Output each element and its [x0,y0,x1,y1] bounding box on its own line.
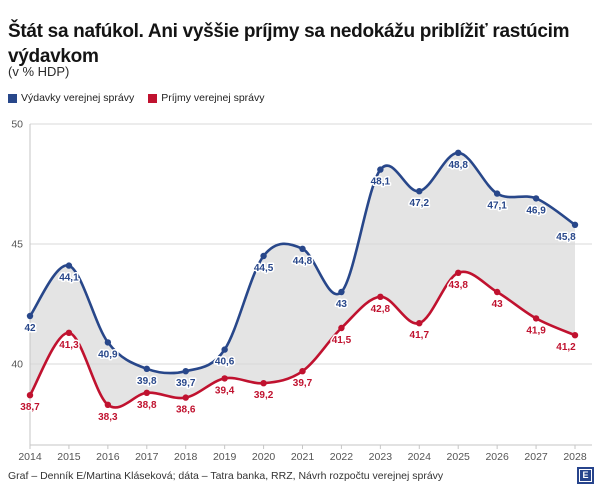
x-tick-label: 2028 [563,451,587,463]
data-point [377,166,384,173]
data-label: 39,7 [176,378,196,389]
data-label: 48,8 [448,160,468,171]
legend: Výdavky verejnej správy Príjmy verejnej … [8,92,265,104]
data-label: 41,9 [526,325,546,336]
legend-item-expenditure: Výdavky verejnej správy [8,92,134,104]
line-chart: 40 45 50 2014 2015 2016 2017 2018 2019 2020 2021 20… [11,119,592,463]
data-point [338,288,345,296]
data-point [532,195,540,202]
data-point [182,394,189,401]
x-tick-label: 2026 [485,451,509,463]
data-point [26,312,34,320]
x-tick-label: 2025 [447,451,471,463]
y-tick-label: 40 [11,359,23,371]
data-label: 47,1 [487,201,507,212]
data-point [104,339,112,346]
data-point [377,293,384,300]
x-tick-label: 2021 [291,451,315,463]
data-label: 44,8 [293,256,313,267]
data-label: 41,5 [332,335,352,346]
data-point [299,368,306,375]
data-point [571,221,579,228]
x-tick-label: 2017 [135,451,159,463]
data-label: 43 [336,299,348,310]
data-label: 39,7 [293,378,313,389]
data-point [455,269,462,276]
y-tick-label: 50 [11,119,23,131]
x-tick-label: 2018 [174,451,198,463]
chart-subtitle: (v % HDP) [8,64,70,79]
x-tick-label: 2027 [524,451,548,463]
data-point [416,188,423,195]
data-label: 41,3 [59,340,79,351]
logo-letter: E [579,469,592,482]
data-point [260,380,267,387]
income-swatch-icon [148,93,158,103]
data-point [26,392,34,399]
data-label: 41,7 [410,330,430,341]
x-tick-label: 2024 [408,451,432,463]
x-tick-label: 2019 [213,451,237,463]
x-tick-label: 2016 [96,451,120,463]
x-tick-label: 2015 [57,451,81,463]
data-point [299,245,306,252]
data-label: 44,5 [254,263,274,274]
x-tick-label: 2023 [369,451,393,463]
data-point [143,365,150,372]
data-label: 42,8 [371,304,391,315]
data-label: 39,4 [215,385,235,396]
data-label: 41,2 [556,342,576,353]
data-point [493,288,501,296]
dennik-e-logo-icon: E [577,467,594,484]
data-label: 43,8 [448,280,468,291]
data-point [65,329,73,336]
data-label: 45,8 [556,232,576,243]
data-label: 38,8 [137,400,157,411]
data-point [221,346,228,353]
data-point [571,332,579,339]
area-between-series [30,152,575,408]
data-label: 43 [492,299,504,310]
data-label: 38,7 [20,402,40,413]
chart-title: Štát sa nafúkol. Ani vyššie príjmy sa ne… [8,20,570,67]
data-point [338,324,345,332]
x-tick-label: 2014 [18,451,42,463]
source-credit: Graf – Denník E/Martina Kláseková; dáta … [8,469,444,482]
data-point [65,262,73,269]
data-point [493,190,501,197]
data-label: 44,1 [59,273,79,284]
data-point [532,315,540,322]
data-point [143,389,150,396]
data-label: 38,3 [98,412,118,423]
chart-area: 40 45 50 2014 2015 2016 2017 2018 2019 2020 2021 20… [0,108,600,468]
data-label: 39,8 [137,376,157,387]
data-point [416,320,423,327]
data-label: 40,6 [215,357,235,368]
data-point [182,368,189,375]
data-label: 38,6 [176,405,196,416]
expenditure-swatch-icon [8,93,17,103]
data-label: 40,9 [98,349,118,360]
legend-label-expenditure: Výdavky verejnej správy [21,92,135,104]
data-label: 48,1 [371,177,391,188]
data-point [104,401,112,408]
legend-label-income: Príjmy verejnej správy [161,92,265,104]
data-point [221,375,228,382]
data-point [455,149,462,156]
data-label: 39,2 [254,390,274,401]
y-tick-label: 45 [11,239,23,251]
data-label: 46,9 [526,205,546,216]
x-tick-label: 2020 [252,451,276,463]
data-point [260,252,267,260]
data-label: 42 [24,323,36,334]
x-tick-label: 2022 [330,451,354,463]
chart-footer: Graf – Denník E/Martina Kláseková; dáta … [8,467,594,484]
data-label: 47,2 [410,198,430,209]
legend-item-income: Príjmy verejnej správy [148,92,265,104]
